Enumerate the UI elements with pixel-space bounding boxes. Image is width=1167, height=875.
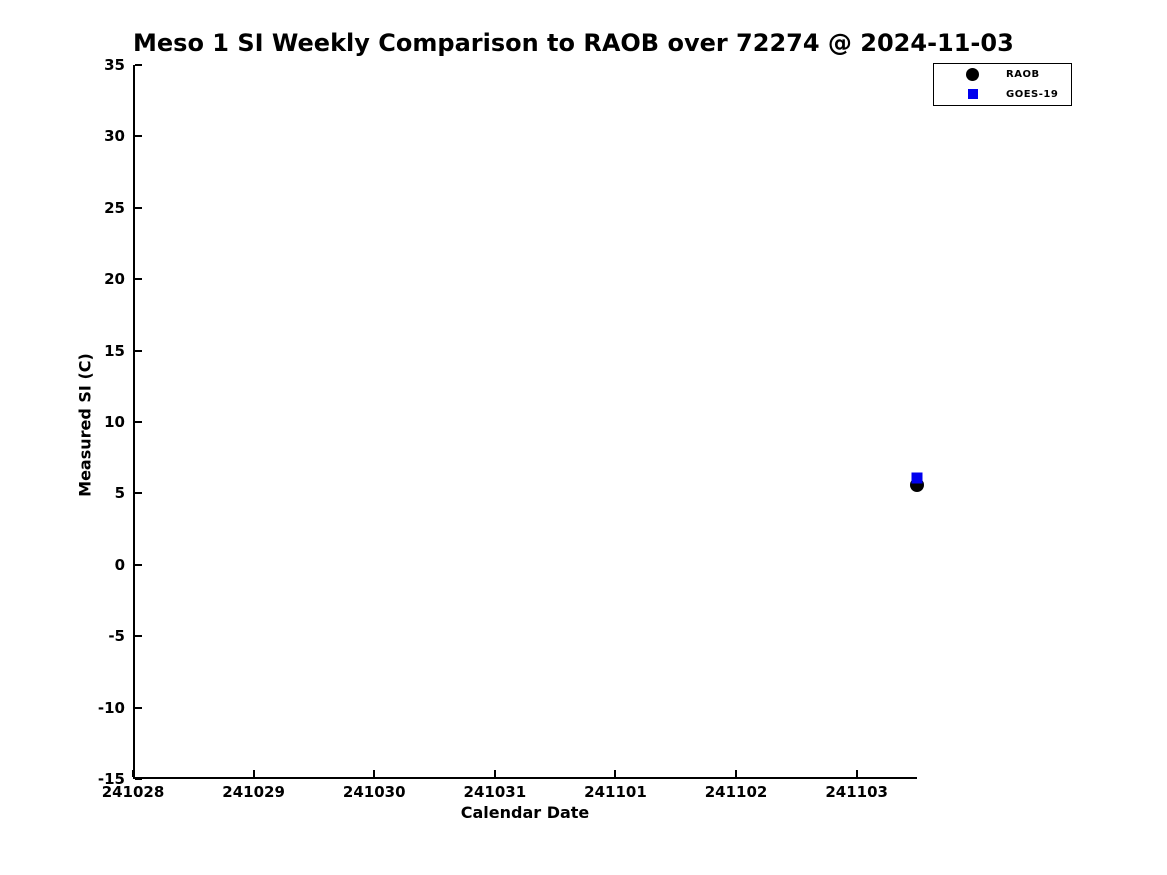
y-tick-label: -15	[97, 770, 125, 788]
x-tick	[614, 770, 617, 777]
legend-label-raob: RAOB	[1006, 69, 1040, 81]
legend-entry-raob: RAOB	[934, 66, 1071, 83]
y-tick	[135, 706, 142, 709]
y-tick	[135, 563, 142, 566]
legend-marker-cell	[965, 89, 980, 100]
y-tick-label: 20	[104, 270, 125, 289]
y-tick	[135, 278, 142, 281]
x-tick	[132, 770, 134, 777]
x-tick-label: 241103	[825, 783, 888, 801]
chart-title: Meso 1 SI Weekly Comparison to RAOB over…	[133, 29, 1014, 57]
x-tick-label: 241102	[704, 783, 768, 801]
data-point-goes-19	[911, 472, 923, 484]
x-tick-label: 241029	[222, 783, 285, 801]
y-tick	[135, 421, 142, 423]
y-tick-label: 25	[104, 198, 125, 217]
x-axis-label: Calendar Date	[460, 803, 590, 822]
y-tick	[135, 349, 142, 352]
legend: RAOB GOES-19	[933, 63, 1072, 106]
y-tick-label: 5	[114, 484, 125, 503]
legend-label-goes-19: GOES-19	[1006, 88, 1059, 100]
x-tick-label: 241028	[101, 783, 165, 801]
raob-circle-marker-icon	[966, 68, 979, 82]
goes-19-square-marker-icon	[967, 89, 978, 100]
x-tick	[735, 770, 738, 777]
y-tick-label: 35	[104, 56, 125, 74]
x-tick	[252, 770, 255, 777]
x-tick	[373, 770, 376, 777]
y-tick-label: 15	[104, 341, 125, 360]
plot-area	[133, 65, 917, 779]
y-tick-label: 30	[104, 127, 125, 146]
x-tick-label: 241031	[463, 783, 527, 801]
y-tick	[135, 206, 142, 209]
x-tick	[493, 770, 496, 777]
legend-marker-cell	[965, 68, 980, 82]
y-tick-label: -10	[97, 698, 125, 717]
legend-entry-goes-19: GOES-19	[934, 86, 1071, 103]
y-tick-label: -5	[108, 627, 125, 646]
y-tick	[135, 778, 142, 780]
y-tick	[135, 64, 142, 66]
y-tick	[135, 135, 142, 138]
x-tick-label: 241030	[342, 783, 406, 801]
x-tick-label: 241101	[584, 783, 647, 801]
y-tick-label: 0	[114, 555, 125, 574]
y-tick	[135, 635, 142, 638]
y-tick-label: 10	[104, 413, 125, 431]
y-tick	[135, 492, 142, 495]
x-tick	[855, 770, 858, 777]
